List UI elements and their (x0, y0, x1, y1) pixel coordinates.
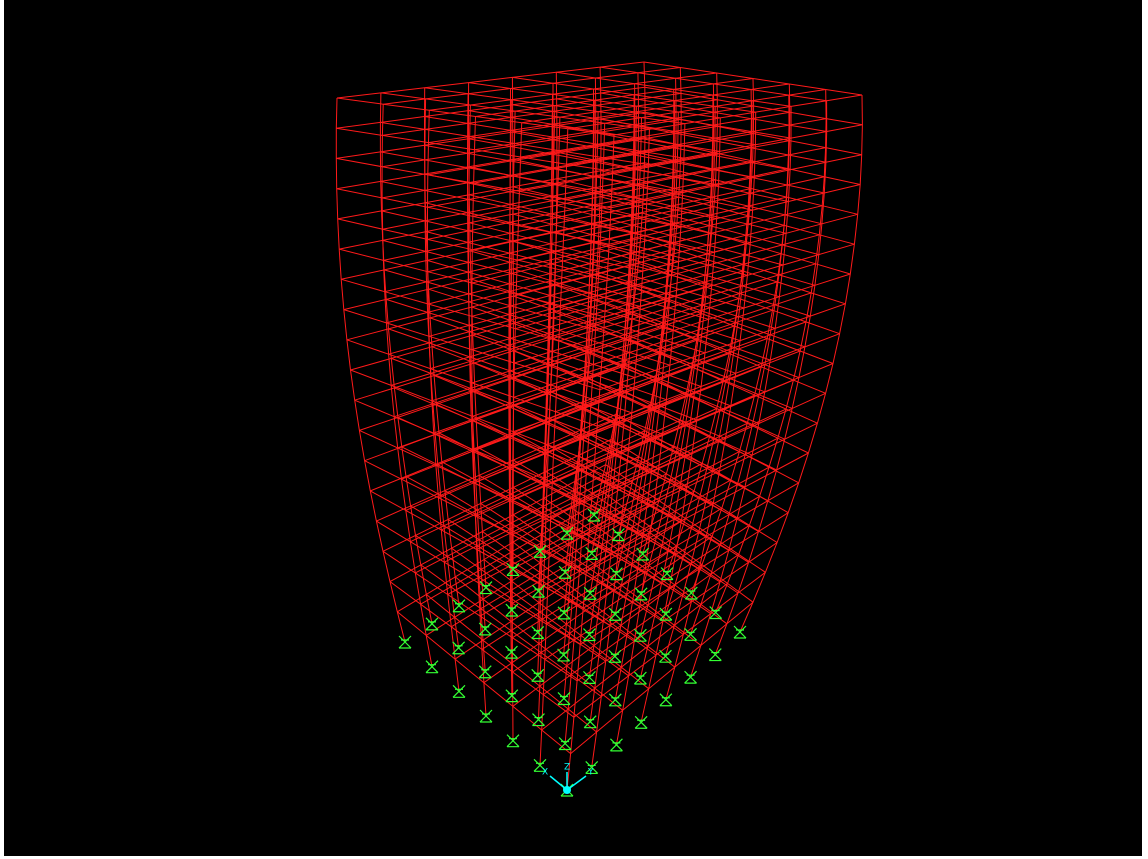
support (660, 694, 672, 706)
support-symbol (453, 642, 465, 654)
support-symbol (709, 649, 721, 661)
support-symbol (660, 694, 672, 706)
support-symbol (635, 716, 647, 728)
beam (561, 235, 820, 306)
beam (592, 393, 826, 499)
support (685, 671, 697, 683)
axis-origin (563, 786, 571, 794)
support-symbol (661, 568, 673, 580)
support (661, 568, 673, 580)
beam (337, 62, 644, 98)
support-symbol (610, 739, 622, 751)
support (634, 629, 646, 641)
support (453, 685, 465, 697)
column (336, 98, 405, 642)
column (691, 95, 789, 634)
support-symbol (612, 529, 624, 541)
support (426, 618, 438, 630)
support-symbol (399, 636, 411, 648)
beam (476, 79, 754, 117)
support-symbol (584, 716, 596, 728)
support (609, 650, 621, 662)
frame-model (336, 62, 862, 790)
beam (600, 304, 846, 390)
axis-label: X (542, 768, 548, 778)
support-symbol (453, 685, 465, 697)
support-symbol (426, 618, 438, 630)
support-symbol (583, 671, 595, 683)
support-symbol (734, 626, 746, 638)
model-canvas: Z X Y (4, 0, 1142, 856)
support-symbol (559, 566, 571, 578)
support (399, 636, 411, 648)
axis-label: Y (587, 768, 594, 778)
beam (406, 405, 651, 511)
support (583, 671, 595, 683)
column (380, 93, 432, 624)
support-symbol (634, 629, 646, 641)
axis-label: Z (564, 763, 570, 773)
support (584, 716, 596, 728)
beam (545, 525, 750, 659)
support (734, 626, 746, 638)
support (709, 649, 721, 661)
support (610, 739, 622, 751)
support (426, 661, 438, 673)
support-symbol (426, 661, 438, 673)
support-symbol (685, 671, 697, 683)
support (612, 529, 624, 541)
beam (542, 583, 728, 730)
beam (589, 423, 817, 535)
model-view[interactable]: Z X Y (4, 0, 1142, 856)
support (559, 566, 571, 578)
support (635, 716, 647, 728)
page: {"axes": {"labels": ["Z", "X", "Y"]}} Z … (0, 0, 1148, 859)
support-symbol (609, 650, 621, 662)
support (453, 642, 465, 654)
